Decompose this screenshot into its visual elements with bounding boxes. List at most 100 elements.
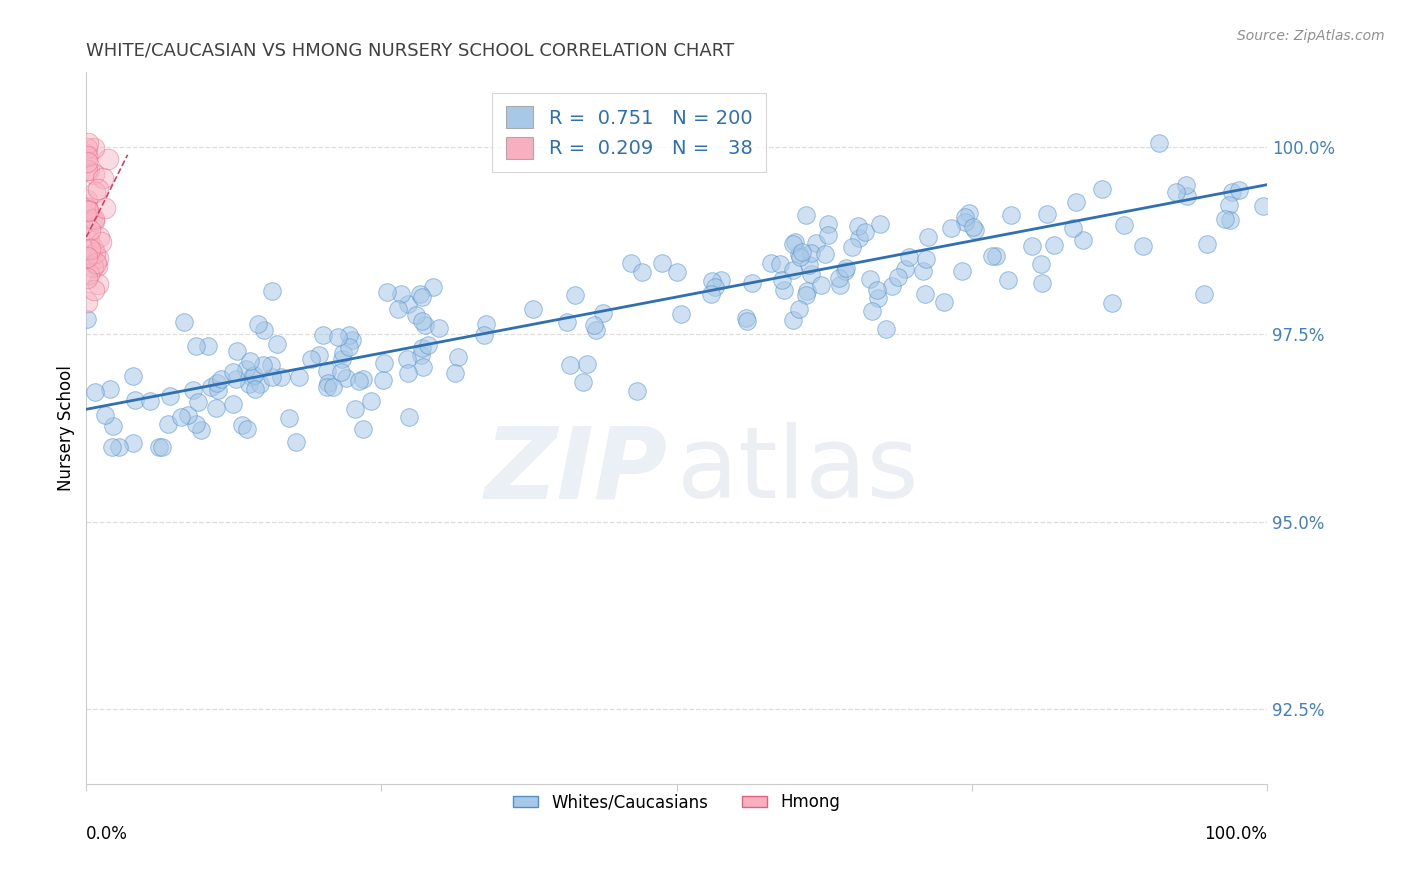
Point (330, 366, 353, 380)
Point (1000, 209, 1022, 223)
Point (190, 423, 212, 437)
Point (225, 371, 247, 385)
Point (411, 314, 433, 328)
Point (557, 315, 579, 329)
Point (97, 152, 120, 166)
Point (86, 252, 108, 266)
Point (77, 203, 100, 218)
Point (83, 167, 105, 181)
Point (794, 208, 817, 222)
Point (337, 328, 360, 343)
Point (859, 272, 882, 286)
Point (703, 280, 725, 294)
Point (1218, 198, 1240, 212)
Point (75, 146, 97, 161)
Point (409, 286, 432, 301)
Point (1132, 238, 1154, 252)
Point (186, 394, 208, 409)
Point (94, 201, 117, 215)
Point (443, 366, 465, 380)
Point (184, 417, 207, 431)
Point (235, 362, 257, 376)
Point (247, 317, 270, 331)
Point (997, 273, 1019, 287)
Point (231, 418, 253, 433)
Point (124, 393, 146, 408)
Point (893, 262, 915, 277)
Point (1071, 233, 1094, 247)
Point (76, 294, 98, 309)
Point (207, 376, 229, 391)
Point (308, 348, 330, 362)
Point (869, 217, 891, 231)
Point (939, 221, 962, 235)
Point (846, 219, 869, 233)
Point (897, 250, 920, 264)
Point (770, 272, 793, 286)
Point (789, 250, 811, 264)
Point (962, 219, 984, 234)
Point (77, 204, 100, 219)
Point (965, 223, 987, 237)
Text: atlas: atlas (676, 422, 918, 519)
Point (200, 380, 222, 394)
Point (585, 323, 607, 337)
Point (411, 290, 433, 304)
Point (700, 286, 723, 301)
Point (787, 301, 810, 316)
Point (800, 246, 823, 260)
Point (794, 287, 817, 301)
Point (875, 322, 897, 336)
Point (1219, 213, 1241, 227)
Point (800, 267, 823, 281)
Point (564, 288, 586, 302)
Text: ZIP: ZIP (484, 422, 668, 519)
Point (98, 382, 121, 396)
Point (226, 344, 249, 359)
Point (270, 370, 292, 384)
Point (344, 401, 367, 416)
Point (108, 440, 131, 454)
Point (94, 408, 117, 422)
Point (76, 312, 98, 326)
Point (413, 318, 436, 332)
Point (150, 440, 173, 454)
Point (373, 356, 395, 370)
Point (83, 283, 105, 297)
Point (76, 270, 98, 285)
Point (848, 231, 870, 245)
Point (77, 268, 100, 282)
Point (197, 339, 219, 353)
Point (1043, 238, 1066, 252)
Point (330, 351, 353, 366)
Point (181, 383, 204, 397)
Point (177, 408, 200, 422)
Point (299, 352, 322, 367)
Point (315, 363, 337, 377)
Point (347, 374, 370, 388)
Point (1064, 195, 1087, 210)
Point (422, 280, 444, 294)
Point (340, 333, 363, 347)
Point (914, 287, 936, 301)
Point (76, 201, 98, 215)
Point (626, 384, 648, 399)
Point (862, 303, 884, 318)
Point (278, 410, 301, 425)
Point (121, 435, 143, 450)
Point (260, 284, 283, 298)
Point (917, 230, 939, 244)
Point (235, 422, 257, 436)
Point (77, 233, 100, 247)
Point (575, 357, 598, 371)
Point (285, 434, 308, 449)
Point (79, 242, 101, 256)
Point (782, 263, 804, 277)
Point (242, 368, 264, 382)
Point (83, 212, 105, 227)
Point (1175, 189, 1198, 203)
Point (91, 170, 114, 185)
Point (253, 323, 276, 337)
Point (1091, 182, 1114, 196)
Point (981, 249, 1004, 263)
